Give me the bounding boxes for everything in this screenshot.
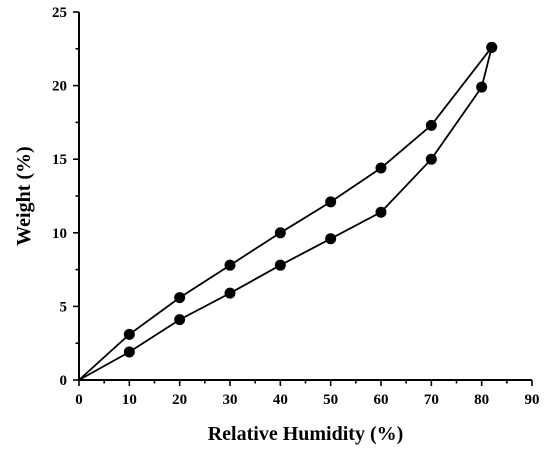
x-tick-label: 90 — [525, 392, 540, 408]
x-tick-label: 40 — [273, 392, 288, 408]
x-tick-label: 30 — [223, 392, 238, 408]
data-point — [123, 328, 135, 340]
data-point — [174, 314, 186, 326]
data-point — [174, 292, 186, 304]
y-tick-label: 5 — [60, 299, 68, 315]
data-point — [425, 153, 437, 165]
x-ticks: 0 10 20 30 40 50 60 70 80 90 — [75, 380, 540, 408]
data-point — [224, 259, 236, 271]
x-tick-label: 70 — [424, 392, 439, 408]
series-line-2 — [78, 47, 493, 381]
y-tick-label: 0 — [60, 373, 68, 389]
data-point — [224, 287, 236, 299]
y-tick-label: 15 — [52, 152, 67, 168]
x-tick-label: 50 — [323, 392, 338, 408]
x-tick-label: 0 — [75, 392, 83, 408]
series-line-1 — [78, 46, 493, 381]
x-tick-label: 20 — [172, 392, 187, 408]
data-point — [274, 259, 286, 271]
data-point — [274, 227, 286, 239]
data-point — [375, 162, 387, 174]
data-point — [486, 41, 498, 53]
x-tick-label: 80 — [474, 392, 489, 408]
x-tick-label: 60 — [374, 392, 389, 408]
data-point — [476, 81, 488, 93]
y-tick-label: 20 — [52, 79, 67, 95]
x-axis-title: Relative Humidity (%) — [208, 423, 404, 445]
data-point — [325, 233, 337, 245]
data-point — [325, 196, 337, 208]
y-axis-title: Weight (%) — [13, 146, 35, 245]
y-ticks: 0 5 10 15 20 25 — [52, 5, 79, 389]
axes — [78, 12, 532, 381]
x-tick-label: 10 — [122, 392, 137, 408]
y-tick-label: 10 — [52, 226, 67, 242]
data-point — [375, 206, 387, 218]
data-point — [425, 119, 437, 131]
y-tick-label: 25 — [52, 5, 67, 21]
data-point — [123, 346, 135, 358]
series-layer — [78, 41, 498, 381]
